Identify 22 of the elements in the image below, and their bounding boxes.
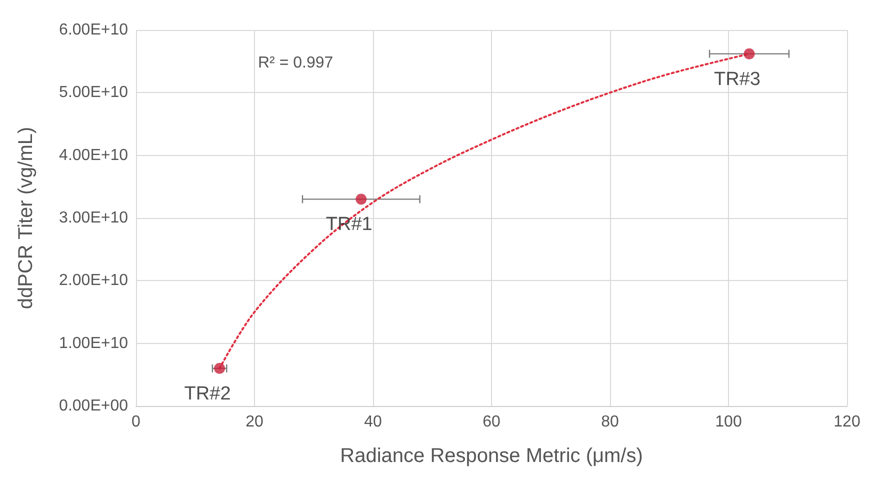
y-tick-label: 3.00E+10 bbox=[59, 210, 128, 226]
annotation: R² = 0.997 bbox=[258, 54, 334, 72]
x-tick-label: 120 bbox=[834, 414, 860, 430]
x-tick-label: 0 bbox=[132, 414, 141, 430]
y-axis-title: ddPCR Titer (vg/mL) bbox=[15, 126, 37, 310]
annotation: TR#3 bbox=[714, 68, 760, 90]
y-tick-label: 4.00E+10 bbox=[59, 146, 128, 164]
x-tick-label: 100 bbox=[715, 414, 742, 430]
point bbox=[214, 362, 226, 374]
x-tick-label: 60 bbox=[482, 414, 500, 430]
x-tick-label: 40 bbox=[364, 414, 382, 430]
y-tick-label: 6.00E+10 bbox=[59, 22, 128, 38]
x-tick-label: 20 bbox=[246, 414, 264, 430]
y-tick-label: 5.00E+10 bbox=[59, 84, 128, 102]
annotation: TR#2 bbox=[184, 383, 231, 404]
y-tick-label: 0.00E+00 bbox=[59, 398, 128, 414]
y-tick-label: 1.00E+10 bbox=[59, 334, 128, 352]
y-tick-label: 2.00E+10 bbox=[59, 272, 128, 290]
point bbox=[744, 48, 755, 60]
x-axis-title: Radiance Response Metric (μm/s) bbox=[340, 445, 643, 467]
x-tick-label: 80 bbox=[601, 414, 619, 430]
point bbox=[356, 194, 367, 205]
